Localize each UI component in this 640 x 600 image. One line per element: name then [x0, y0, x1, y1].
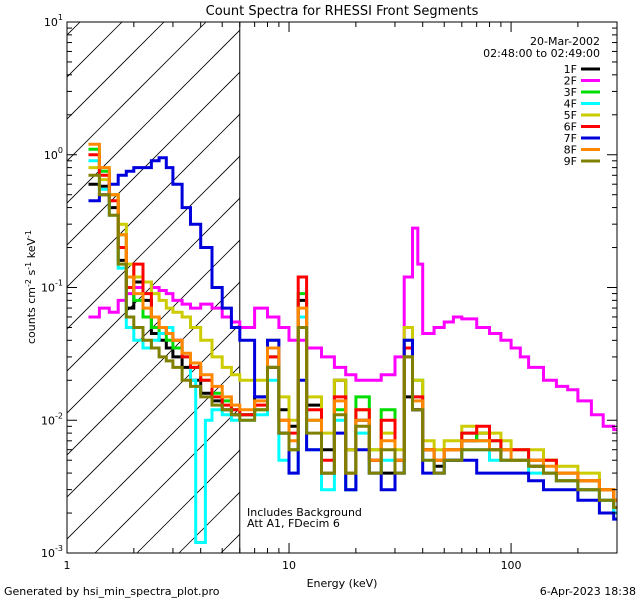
hatch-line: [67, 22, 123, 78]
x-axis-label: Energy (keV): [307, 577, 378, 590]
hatch-line: [67, 22, 207, 162]
series-9F-line: [88, 173, 617, 509]
series-8F-line: [88, 142, 617, 502]
hatch-line: [67, 239, 240, 414]
axis-ticks: 1 10 100 10-3 10-2 10-1 100 101: [41, 13, 618, 572]
hatch-line: [67, 22, 165, 120]
y-tick-label: 100: [44, 146, 63, 162]
hatch-line: [67, 71, 240, 246]
y-tick-label: 10-3: [41, 544, 63, 560]
series-4F-line: [88, 159, 617, 544]
legend-label-2F: 2F: [564, 75, 577, 88]
legend-label-3F: 3F: [564, 86, 577, 99]
footer-generated-by: Generated by hsi_min_spectra_plot.pro: [4, 585, 220, 598]
x-tick-label: 1: [64, 559, 71, 572]
x-tick-label: 10: [282, 559, 296, 572]
y-tick-label: 10-1: [41, 279, 63, 295]
y-axis-label: counts cm-2 s-1 keV-1: [24, 230, 38, 344]
legend-label-8F: 8F: [564, 144, 577, 157]
legend-label-6F: 6F: [564, 121, 577, 134]
series-1F-line: [88, 182, 617, 515]
legend-label-5F: 5F: [564, 109, 577, 122]
hatch-line: [67, 281, 240, 456]
x-tick-label: 100: [501, 559, 522, 572]
legend-label-7F: 7F: [564, 132, 577, 145]
hatch-line: [67, 323, 240, 498]
legend-label-9F: 9F: [564, 155, 577, 168]
y-tick-label: 101: [44, 13, 63, 29]
time-range-label: 02:48:00 to 02:49:00: [483, 47, 600, 60]
series-2F-line: [88, 226, 617, 432]
hatch-line: [94, 407, 240, 553]
series-3F-line: [88, 147, 617, 502]
date-label: 20-Mar-2002: [530, 35, 600, 48]
legend-label-1F: 1F: [564, 63, 577, 76]
hatch-line: [67, 365, 240, 540]
legend-label-4F: 4F: [564, 98, 577, 111]
y-tick-label: 10-2: [41, 411, 63, 427]
series-layer: [88, 142, 617, 544]
hatch-line: [136, 449, 240, 553]
hatch-line: [67, 29, 240, 204]
hatch-line: [67, 155, 240, 330]
annotation-background: Includes Background: [247, 506, 362, 519]
annotation-attenuator: Att A1, FDecim 6: [247, 517, 340, 530]
chart-title: Count Spectra for RHESSI Front Segments: [206, 4, 479, 19]
footer-date: 6-Apr-2023 18:38: [540, 585, 636, 598]
